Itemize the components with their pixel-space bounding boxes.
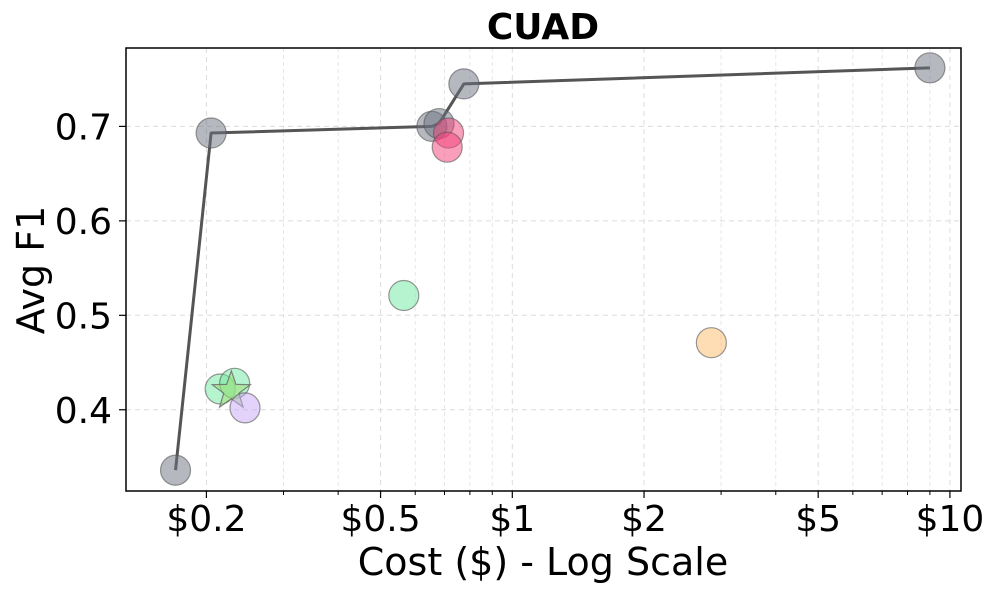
data-point-star — [210, 369, 253, 409]
data-point — [159, 454, 192, 486]
major-grid — [126, 48, 961, 491]
data-point — [195, 117, 227, 149]
y-tick-label: 0.7 — [55, 107, 112, 148]
plot-frame — [125, 47, 962, 492]
x-tick-label: $1 — [489, 499, 535, 540]
x-tick-label: $5 — [795, 499, 841, 540]
x-axis-ticks: $0.2 $0.5 $1 $2 $5 $10 — [166, 491, 984, 540]
data-point — [229, 392, 261, 424]
data-point — [388, 279, 420, 312]
data-point — [695, 327, 727, 359]
y-axis-ticks: 0.4 0.5 0.6 0.7 — [55, 107, 126, 432]
data-point — [431, 131, 463, 163]
y-tick-label: 0.5 — [55, 296, 112, 337]
chart-title: CUAD — [487, 7, 599, 48]
x-tick-label: $0.5 — [340, 499, 420, 540]
x-tick-label: $10 — [916, 499, 985, 540]
data-point — [914, 52, 946, 84]
y-tick-label: 0.4 — [55, 391, 112, 432]
y-axis-label: Avg F1 — [9, 206, 53, 335]
points-layer — [159, 52, 946, 486]
y-tick-label: 0.6 — [55, 202, 112, 243]
x-tick-label: $2 — [621, 499, 667, 540]
data-point — [448, 68, 480, 100]
x-tick-label: $0.2 — [166, 499, 246, 540]
x-axis-label: Cost ($) - Log Scale — [358, 540, 728, 584]
